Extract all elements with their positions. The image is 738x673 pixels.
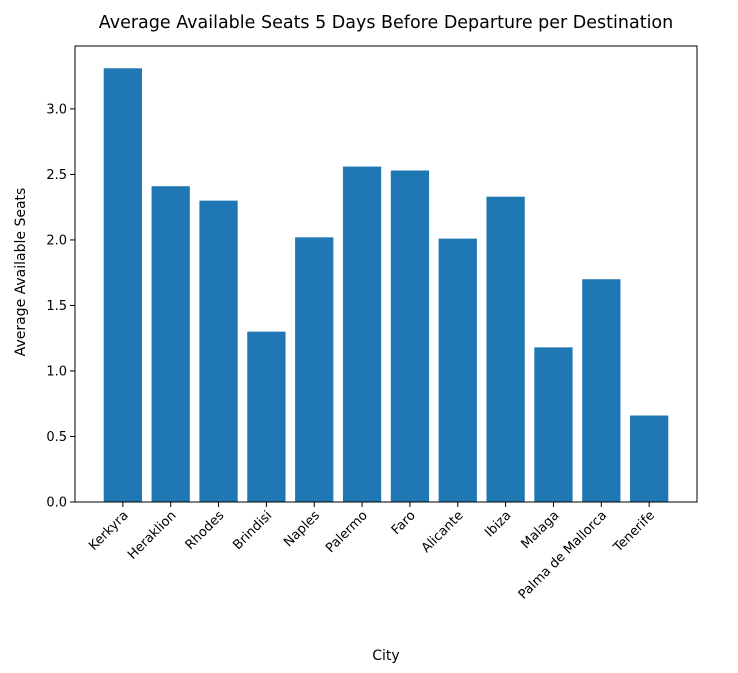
y-tick-label: 1.0 [46,364,67,379]
bar-palermo [342,166,382,502]
bar-heraklion [151,186,190,502]
y-tick-label: 2.5 [46,168,67,183]
x-tick-label: Ibiza [482,508,514,540]
bar-brindisi [247,331,286,502]
x-tick-label: Malaga [518,508,562,552]
x-tick-label: Palma de Mallorca [516,508,610,602]
bar-naples [295,237,334,502]
x-tick-label: Palermo [323,508,371,556]
x-tick-label: Heraklion [125,508,179,562]
y-axis-title: Average Available Seats [13,188,29,357]
x-axis-title: City [372,648,399,664]
y-tick-label: 1.5 [46,299,67,314]
bar-malaga [534,347,573,502]
plot-area [74,45,698,503]
y-tick-label: 3.0 [46,102,67,117]
x-tick-label: Naples [281,508,323,550]
x-tick-label: Kerkyra [86,508,131,553]
y-tick-label: 0.0 [46,496,67,511]
bar-tenerife [630,415,669,502]
y-axis: 0.0 0.5 1.0 1.5 2.0 2.5 3.0 [46,102,75,511]
bar-rhodes [199,200,238,502]
x-tick-label: Rhodes [183,508,228,553]
x-tick-label: Faro [389,508,419,538]
y-tick-label: 2.0 [46,233,67,248]
plot-frame [74,45,698,503]
bar-ibiza [486,196,525,503]
bar-palma-de-mallorca [582,279,621,502]
bar-kerkyra [103,68,142,502]
x-tick-label: Tenerife [610,508,658,556]
chart-title: Average Available Seats 5 Days Before De… [99,13,673,33]
y-tick-label: 0.5 [46,430,67,445]
bar-faro [390,170,430,502]
x-tick-label: Alicante [419,508,467,556]
bar-alicante [438,238,477,502]
x-tick-label: Brindisi [230,508,275,553]
